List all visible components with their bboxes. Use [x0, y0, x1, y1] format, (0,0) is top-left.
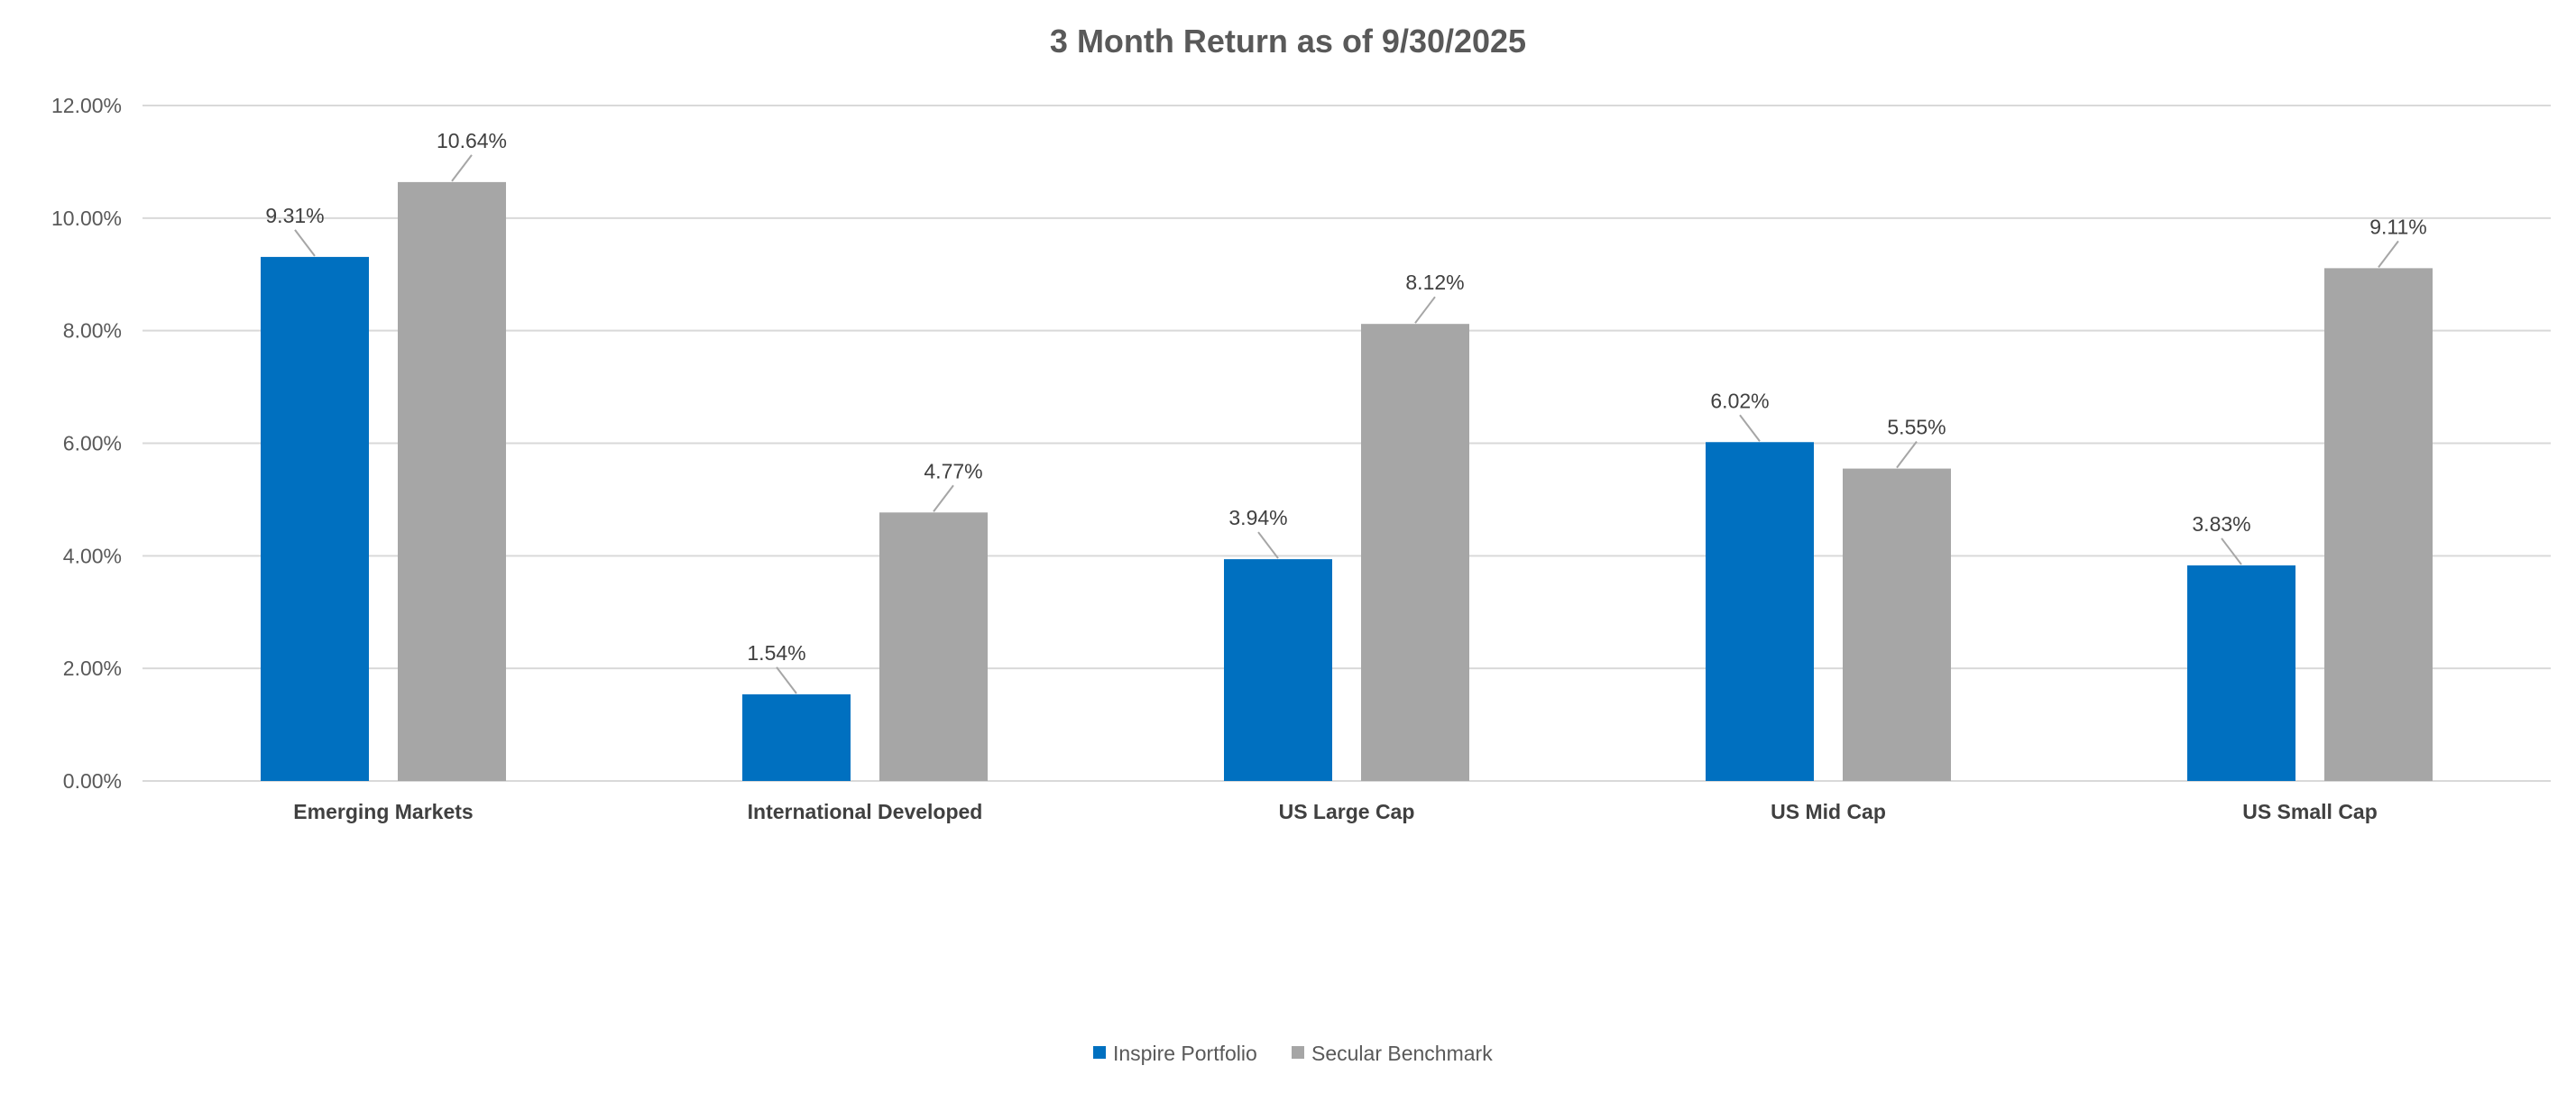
- data-label: 9.11%: [2369, 215, 2427, 238]
- data-label: 1.54%: [747, 641, 805, 665]
- label-leader-line: [1896, 440, 1918, 469]
- y-tick-label: 12.00%: [51, 94, 122, 117]
- bar-secular-benchmark: [879, 512, 988, 781]
- x-tick-label: International Developed: [748, 800, 983, 823]
- data-label: 9.31%: [265, 204, 324, 227]
- bar-inspire-portfolio: [742, 693, 851, 781]
- data-labels: 9.31% 10.64% 1.54% 4.77% 3.94% 8.12% 6.02% 5.55…: [265, 129, 2427, 694]
- bars: [261, 181, 2433, 782]
- bar-inspire-portfolio: [1706, 442, 1814, 781]
- legend-swatch: [1093, 1046, 1106, 1059]
- data-label: 10.64%: [437, 129, 507, 152]
- data-label: 8.12%: [1405, 271, 1464, 294]
- data-label: 4.77%: [924, 459, 982, 482]
- data-label: 3.83%: [2192, 512, 2250, 536]
- legend-swatch: [1292, 1046, 1304, 1059]
- data-label: 5.55%: [1887, 416, 1946, 439]
- legend: Inspire Portfolio Secular Benchmark: [1093, 1042, 1493, 1065]
- label-leader-line: [776, 666, 797, 694]
- bar-secular-benchmark: [1361, 324, 1469, 781]
- bar-secular-benchmark: [1843, 468, 1951, 781]
- label-leader-line: [2221, 537, 2242, 565]
- label-leader-line: [1414, 296, 1436, 324]
- legend-label: Inspire Portfolio: [1113, 1042, 1257, 1065]
- label-leader-line: [2378, 240, 2399, 268]
- data-label: 6.02%: [1710, 389, 1769, 412]
- y-tick-label: 8.00%: [63, 319, 122, 343]
- chart-title: 3 Month Return as of 9/30/2025: [1050, 23, 1526, 60]
- y-axis-ticks: 0.00% 2.00% 4.00% 6.00% 8.00% 10.00% 12.00%: [51, 94, 122, 793]
- bar-inspire-portfolio: [261, 256, 369, 781]
- y-tick-label: 6.00%: [63, 432, 122, 455]
- x-tick-label: US Small Cap: [2242, 800, 2378, 823]
- x-axis-ticks: Emerging Markets International Developed U…: [293, 800, 2377, 823]
- label-leader-line: [933, 484, 954, 512]
- y-tick-label: 10.00%: [51, 207, 122, 230]
- x-tick-label: Emerging Markets: [293, 800, 473, 823]
- legend-label: Secular Benchmark: [1311, 1042, 1493, 1065]
- x-tick-label: US Mid Cap: [1771, 800, 1886, 823]
- label-leader-line: [294, 229, 316, 257]
- bar-secular-benchmark: [2324, 268, 2433, 781]
- x-tick-label: US Large Cap: [1279, 800, 1415, 823]
- label-leader-line: [1257, 531, 1279, 559]
- y-tick-label: 2.00%: [63, 657, 122, 680]
- label-leader-line: [1739, 414, 1761, 442]
- y-tick-label: 4.00%: [63, 544, 122, 567]
- bar-secular-benchmark: [398, 181, 506, 782]
- label-leader-line: [451, 154, 473, 182]
- gridlines: [143, 105, 2551, 782]
- bar-inspire-portfolio: [1224, 559, 1332, 781]
- bar-inspire-portfolio: [2187, 565, 2295, 781]
- data-label: 3.94%: [1228, 506, 1287, 529]
- y-tick-label: 0.00%: [63, 769, 122, 793]
